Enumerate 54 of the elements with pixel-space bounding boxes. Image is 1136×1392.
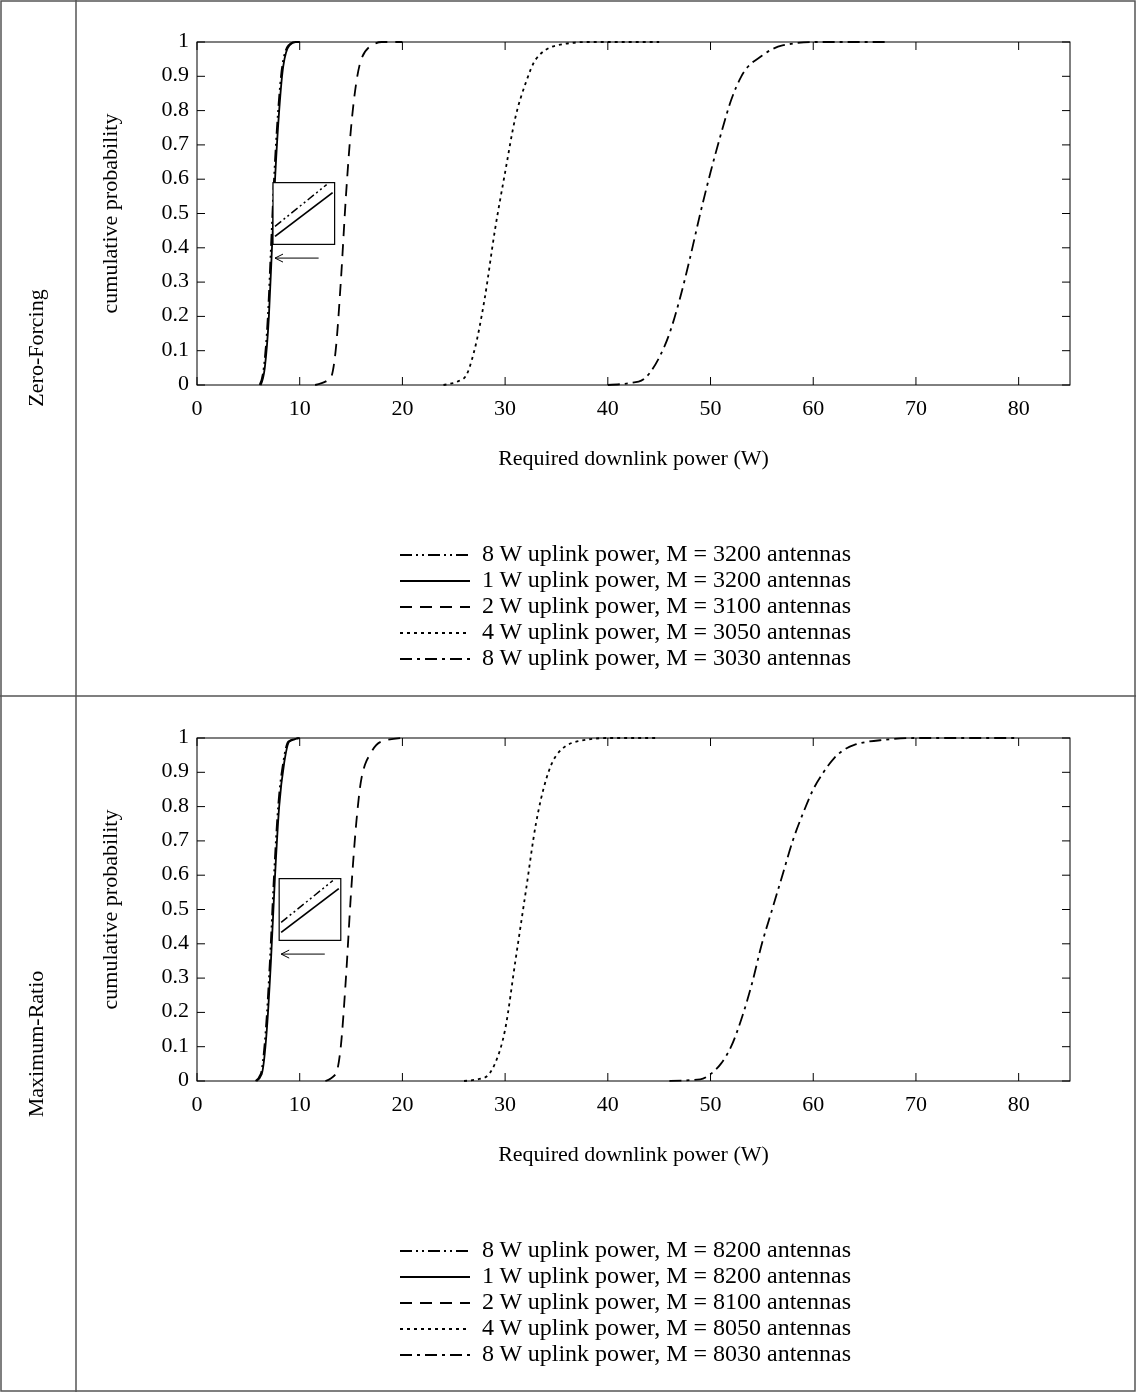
y-tick-label: 0.3 <box>161 267 189 293</box>
x-tick-label: 70 <box>904 395 927 420</box>
x-tick-label: 50 <box>699 1091 722 1116</box>
y-tick-label: 0.6 <box>161 860 189 886</box>
y-tick-label: 0.1 <box>161 1031 189 1057</box>
y-tick-label: 0.2 <box>161 301 189 327</box>
y-tick-label: 0 <box>178 370 189 396</box>
y-tick-label: 1 <box>178 723 189 749</box>
x-tick-label: 80 <box>1007 1091 1030 1116</box>
y-tick-label: 0.5 <box>161 198 189 224</box>
x-tick-label: 10 <box>288 395 311 420</box>
x-tick-label: 30 <box>494 395 517 420</box>
y-axis-title: cumulative probability <box>97 809 122 1010</box>
x-tick-label: 20 <box>391 1091 414 1116</box>
y-tick-label: 0.7 <box>161 825 189 851</box>
y-tick-label: 0.8 <box>161 791 189 817</box>
y-tick-label: 0.8 <box>161 95 189 121</box>
legend-label: 8 W uplink power, M = 8030 antennas <box>482 1339 851 1366</box>
y-tick-label: 0.4 <box>161 232 189 258</box>
legend-label: 8 W uplink power, M = 8200 antennas <box>482 1235 851 1262</box>
y-tick-label: 0 <box>178 1066 189 1092</box>
y-tick-label: 0.1 <box>161 335 189 361</box>
x-axis-title: Required downlink power (W) <box>498 445 769 470</box>
x-axis-title: Required downlink power (W) <box>498 1141 769 1166</box>
y-tick-label: 0.6 <box>161 164 189 190</box>
x-tick-label: 80 <box>1007 395 1030 420</box>
y-axis-title: cumulative probability <box>97 113 122 314</box>
x-tick-label: 40 <box>596 1091 619 1116</box>
y-tick-label: 0.4 <box>161 928 189 954</box>
legend-label: 8 W uplink power, M = 3030 antennas <box>482 643 851 670</box>
y-tick-label: 0.5 <box>161 894 189 920</box>
x-tick-label: 60 <box>802 1091 825 1116</box>
y-tick-label: 0.3 <box>161 963 189 989</box>
x-tick-label: 10 <box>288 1091 311 1116</box>
x-tick-label: 40 <box>596 395 619 420</box>
legend-label: 1 W uplink power, M = 8200 antennas <box>482 1261 851 1288</box>
x-tick-label: 60 <box>802 395 825 420</box>
y-tick-label: 0.2 <box>161 997 189 1023</box>
legend-label: 4 W uplink power, M = 3050 antennas <box>482 617 851 644</box>
x-tick-label: 20 <box>391 395 414 420</box>
y-tick-label: 0.9 <box>161 757 189 783</box>
legend-label: 8 W uplink power, M = 3200 antennas <box>482 539 851 566</box>
x-tick-label: 70 <box>904 1091 927 1116</box>
legend-label: 2 W uplink power, M = 8100 antennas <box>482 1287 851 1314</box>
text: Zero-Forcing <box>23 289 49 407</box>
y-tick-label: 0.7 <box>161 129 189 155</box>
x-tick-label: 30 <box>494 1091 517 1116</box>
legend-label: 2 W uplink power, M = 3100 antennas <box>482 591 851 618</box>
legend-label: 4 W uplink power, M = 8050 antennas <box>482 1313 851 1340</box>
text: Maximum-Ratio <box>23 970 49 1118</box>
y-tick-label: 0.9 <box>161 61 189 87</box>
x-tick-label: 50 <box>699 395 722 420</box>
y-tick-label: 1 <box>178 27 189 53</box>
legend-label: 1 W uplink power, M = 3200 antennas <box>482 565 851 592</box>
